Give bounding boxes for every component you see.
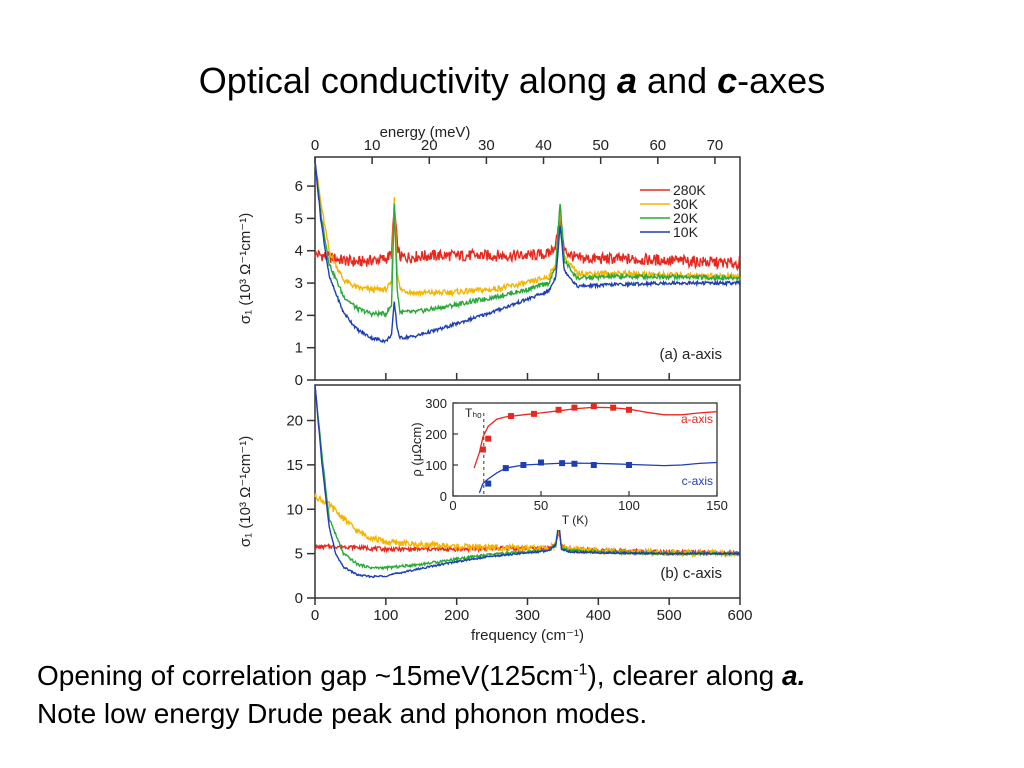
inset-y-tick-label: 100 — [425, 458, 447, 473]
y-tick-label: 4 — [295, 243, 303, 260]
inset-series-label-c: c-axis — [682, 474, 713, 488]
resistivity-inset-chart: 0 50 100 150 0 100 200 300 T (K) ρ (μΩcm) Tₕₒ a-axi… — [408, 387, 734, 530]
inset-x-axis-label: T (K) — [562, 513, 588, 527]
series-line-20K — [314, 161, 741, 319]
inset-marker-a-axis — [571, 404, 578, 411]
inset-marker-c-axis — [485, 480, 492, 487]
inset-marker-a-axis — [479, 446, 486, 453]
inset-marker-c-axis — [502, 465, 509, 472]
y-tick-label: 5 — [295, 210, 303, 227]
y-tick-label: 0 — [295, 590, 303, 607]
y-axis-label: σ₁ (10³ Ω⁻¹cm⁻¹) — [237, 436, 254, 547]
x-tick-label: 500 — [657, 607, 682, 624]
inset-series-label-a: a-axis — [681, 412, 713, 426]
y-tick-label: 5 — [295, 546, 303, 563]
inset-x-tick-label: 100 — [618, 498, 640, 513]
inset-marker-a-axis — [508, 413, 515, 420]
x-tick-label: 300 — [515, 607, 540, 624]
inset-marker-c-axis — [590, 462, 597, 468]
top-tick-label: 30 — [478, 137, 495, 154]
panel-a-axis-chart: 0 10 20 30 40 50 60 70 energy (meV) 0 1 2 3 4 5 6 σ₁ (10… — [237, 124, 741, 389]
y-tick-label: 2 — [295, 307, 303, 324]
inset-background — [408, 387, 734, 530]
y-tick-label: 20 — [286, 413, 303, 430]
series-line-10K — [314, 384, 741, 579]
inset-marker-a-axis — [610, 404, 617, 411]
x-tick-label: 100 — [373, 607, 398, 624]
top-tick-label: 50 — [592, 137, 609, 154]
legend-label-280K: 280K — [673, 182, 706, 198]
inset-marker-c-axis — [520, 462, 527, 468]
x-tick-label: 400 — [586, 607, 611, 624]
series-line-10K — [314, 161, 741, 344]
inset-x-tick-label: 0 — [449, 498, 456, 513]
legend-label-10K: 10K — [673, 224, 699, 240]
slide-caption: Opening of correlation gap ~15meV(125cm-… — [37, 657, 1007, 733]
x-tick-label: 200 — [444, 607, 469, 624]
y-tick-label: 6 — [295, 178, 303, 195]
inset-frame — [452, 402, 718, 497]
x-tick-label: 0 — [311, 607, 319, 624]
inset-marker-a-axis — [530, 410, 537, 417]
top-tick-label: 10 — [364, 137, 381, 154]
series-line-280K — [314, 204, 741, 272]
tho-annotation: Tₕₒ — [465, 406, 482, 420]
top-tick-label: 60 — [649, 137, 666, 154]
legend-label-30K: 30K — [673, 196, 699, 212]
inset-y-tick-label: 200 — [425, 427, 447, 442]
top-tick-label: 0 — [311, 137, 319, 154]
inset-y-axis-label: ρ (μΩcm) — [409, 422, 424, 476]
inset-marker-a-axis — [555, 406, 562, 413]
y-tick-label: 1 — [295, 340, 303, 357]
inset-marker-a-axis — [485, 435, 492, 442]
inset-marker-a-axis — [590, 403, 597, 410]
inset-marker-c-axis — [538, 459, 544, 466]
y-tick-label: 10 — [286, 501, 303, 518]
caption-line-1: Opening of correlation gap ~15meV(125cm-… — [37, 660, 806, 691]
inset-marker-a-axis — [626, 406, 632, 413]
inset-marker-c-axis — [626, 462, 632, 468]
inset-marker-c-axis — [571, 460, 578, 467]
y-axis-label: σ₁ (10³ Ω⁻¹cm⁻¹) — [237, 213, 254, 324]
top-tick-label: 40 — [535, 137, 552, 154]
inset-x-tick-label: 150 — [706, 498, 728, 513]
top-tick-label: 70 — [707, 137, 724, 154]
y-tick-label: 0 — [295, 372, 303, 389]
inset-line-a-axis — [473, 406, 718, 469]
inset-y-tick-label: 0 — [440, 489, 447, 504]
x-tick-label: 600 — [727, 607, 752, 624]
legend-label-20K: 20K — [673, 210, 699, 226]
inset-y-tick-label: 300 — [425, 396, 447, 411]
inset-marker-c-axis — [559, 460, 566, 467]
y-tick-label: 3 — [295, 275, 303, 292]
y-tick-label: 15 — [286, 457, 303, 474]
panel-label: (a) a-axis — [659, 346, 722, 363]
top-axis-label: energy (meV) — [380, 124, 471, 141]
panel-label: (b) c-axis — [660, 565, 722, 582]
x-axis-label: frequency (cm⁻¹) — [471, 627, 584, 644]
caption-line-2: Note low energy Drude peak and phonon mo… — [37, 698, 648, 729]
slide-title: Optical conductivity along a and c-axes — [198, 60, 826, 101]
top-tick-label: 20 — [421, 137, 438, 154]
inset-x-tick-label: 50 — [534, 498, 548, 513]
